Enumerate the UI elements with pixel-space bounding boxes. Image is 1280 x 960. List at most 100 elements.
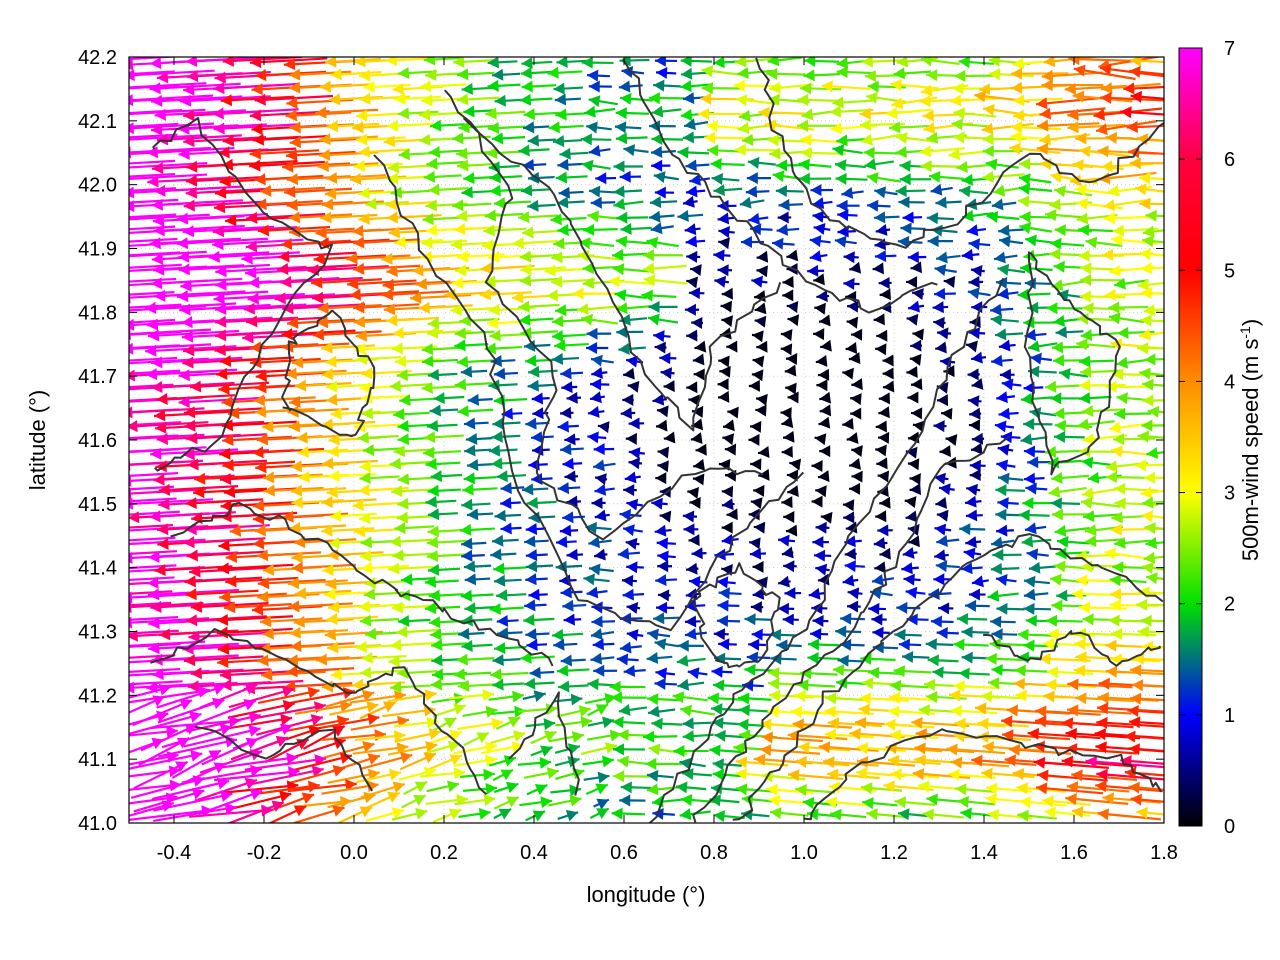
wind-vector-head — [875, 444, 887, 457]
wind-vector-head — [192, 775, 205, 787]
wind-vector-head — [425, 199, 437, 212]
wind-vector-head — [1057, 535, 1069, 548]
wind-vector-head — [1035, 705, 1047, 718]
wind-vector-head — [1140, 262, 1153, 275]
wind-vector-head — [651, 497, 663, 510]
wind-vector-head — [912, 768, 925, 781]
wind-vector-head — [277, 262, 289, 275]
wind-vector-head — [398, 615, 410, 628]
wind-vector-head — [733, 742, 745, 755]
wind-vector-head — [1076, 338, 1088, 351]
wind-vector-head — [415, 807, 428, 820]
wind-vector-head — [1044, 445, 1057, 458]
wind-vector-head — [987, 677, 1000, 689]
wind-vector-head — [249, 57, 262, 69]
wind-vector — [154, 565, 233, 572]
wind-vector-head — [836, 134, 848, 147]
wind-vector-head — [724, 443, 737, 456]
wind-vector-head — [147, 329, 160, 342]
wind-vector-head — [1035, 782, 1048, 795]
wind-vector-head — [593, 664, 605, 677]
wind-vector-head — [394, 355, 407, 368]
wind-vector-head — [623, 524, 635, 537]
wind-vector-head — [746, 172, 758, 185]
wind-vector-head — [781, 416, 794, 429]
wind-vector-head — [260, 184, 272, 197]
wind-vector-head — [421, 381, 433, 394]
wind-vector-head — [463, 472, 475, 485]
wind-vector-head — [1061, 755, 1074, 768]
wind-vector-head — [967, 395, 980, 408]
wind-vector-head — [218, 382, 230, 395]
wind-vector-head — [1001, 715, 1013, 728]
wind-vector-head — [864, 70, 877, 83]
wind-vector-head — [810, 628, 822, 641]
wind-vector-head — [183, 199, 195, 212]
wind-vector — [212, 108, 299, 116]
wind-vector-head — [847, 300, 859, 313]
wind-vector — [151, 654, 239, 662]
wind-vector-head — [396, 369, 409, 382]
wind-vector-head — [251, 83, 263, 96]
wind-vector-head — [528, 588, 540, 601]
wind-vector-head — [190, 667, 202, 680]
wind-vector-head — [222, 134, 235, 147]
wind-vector-head — [467, 459, 479, 472]
wind-vector-head — [150, 277, 163, 290]
wind-vector-head — [714, 729, 726, 742]
wind-vector-head — [500, 769, 513, 781]
wind-vector-head — [147, 175, 159, 188]
wind-vector-head — [918, 780, 930, 793]
wind-vector-head — [352, 225, 364, 238]
wind-vector-head — [358, 187, 370, 200]
wind-vector-head — [813, 222, 826, 235]
wind-vector-head — [241, 252, 253, 265]
wind-vector-head — [867, 80, 879, 93]
wind-vector-head — [707, 692, 719, 705]
wind-vector-head — [967, 368, 979, 381]
wind-vector-head — [923, 122, 936, 135]
wind-vector-head — [1066, 781, 1079, 794]
wind-vector-head — [997, 263, 1010, 276]
wind-vector-head — [560, 443, 572, 456]
wind-vector-head — [245, 266, 257, 279]
wind-vector-head — [750, 497, 763, 510]
wind-vector-head — [936, 626, 948, 639]
wind-vector-head — [586, 342, 598, 355]
wind-vector-head — [604, 693, 617, 705]
wind-vector-head — [1139, 367, 1151, 380]
wind-vector-head — [718, 587, 730, 600]
wind-vector-head — [1053, 315, 1065, 327]
wind-vector-head — [839, 638, 852, 651]
wind-vector-head — [686, 381, 698, 394]
wind-vector-head — [582, 276, 595, 289]
wind-vector-head — [1111, 511, 1123, 524]
wind-vector-head — [249, 109, 262, 122]
wind-vector — [1096, 721, 1164, 728]
wind-vector-head — [282, 510, 294, 523]
wind-vector-head — [393, 730, 406, 743]
wind-vector-head — [528, 365, 540, 378]
wind-vector-head — [883, 780, 895, 793]
wind-vector-head — [349, 288, 361, 301]
wind-vector — [284, 187, 352, 194]
wind-vector-head — [188, 630, 200, 643]
wind-vector — [186, 433, 267, 440]
wind-vector-head — [948, 768, 960, 781]
wind-vector-head — [613, 770, 625, 783]
wind-vector-head — [1075, 651, 1087, 664]
wind-vector-head — [1019, 796, 1031, 809]
wind-vector-head — [456, 209, 468, 222]
y-axis-ticks: 41.041.141.241.341.441.541.641.741.841.9… — [78, 47, 1164, 835]
wind-vector-head — [778, 198, 790, 211]
wind-vector-head — [222, 57, 234, 67]
x-tick-label: 1.4 — [970, 842, 998, 864]
wind-vector-head — [930, 183, 943, 196]
wind-vector-head — [930, 615, 943, 628]
wind-vector-head — [242, 331, 254, 344]
wind-vector-head — [129, 551, 133, 564]
wind-vector-head — [129, 420, 138, 433]
wind-vector-head — [680, 57, 692, 67]
wind-vector-head — [85, 277, 96, 289]
wind-vector-head — [394, 521, 406, 534]
